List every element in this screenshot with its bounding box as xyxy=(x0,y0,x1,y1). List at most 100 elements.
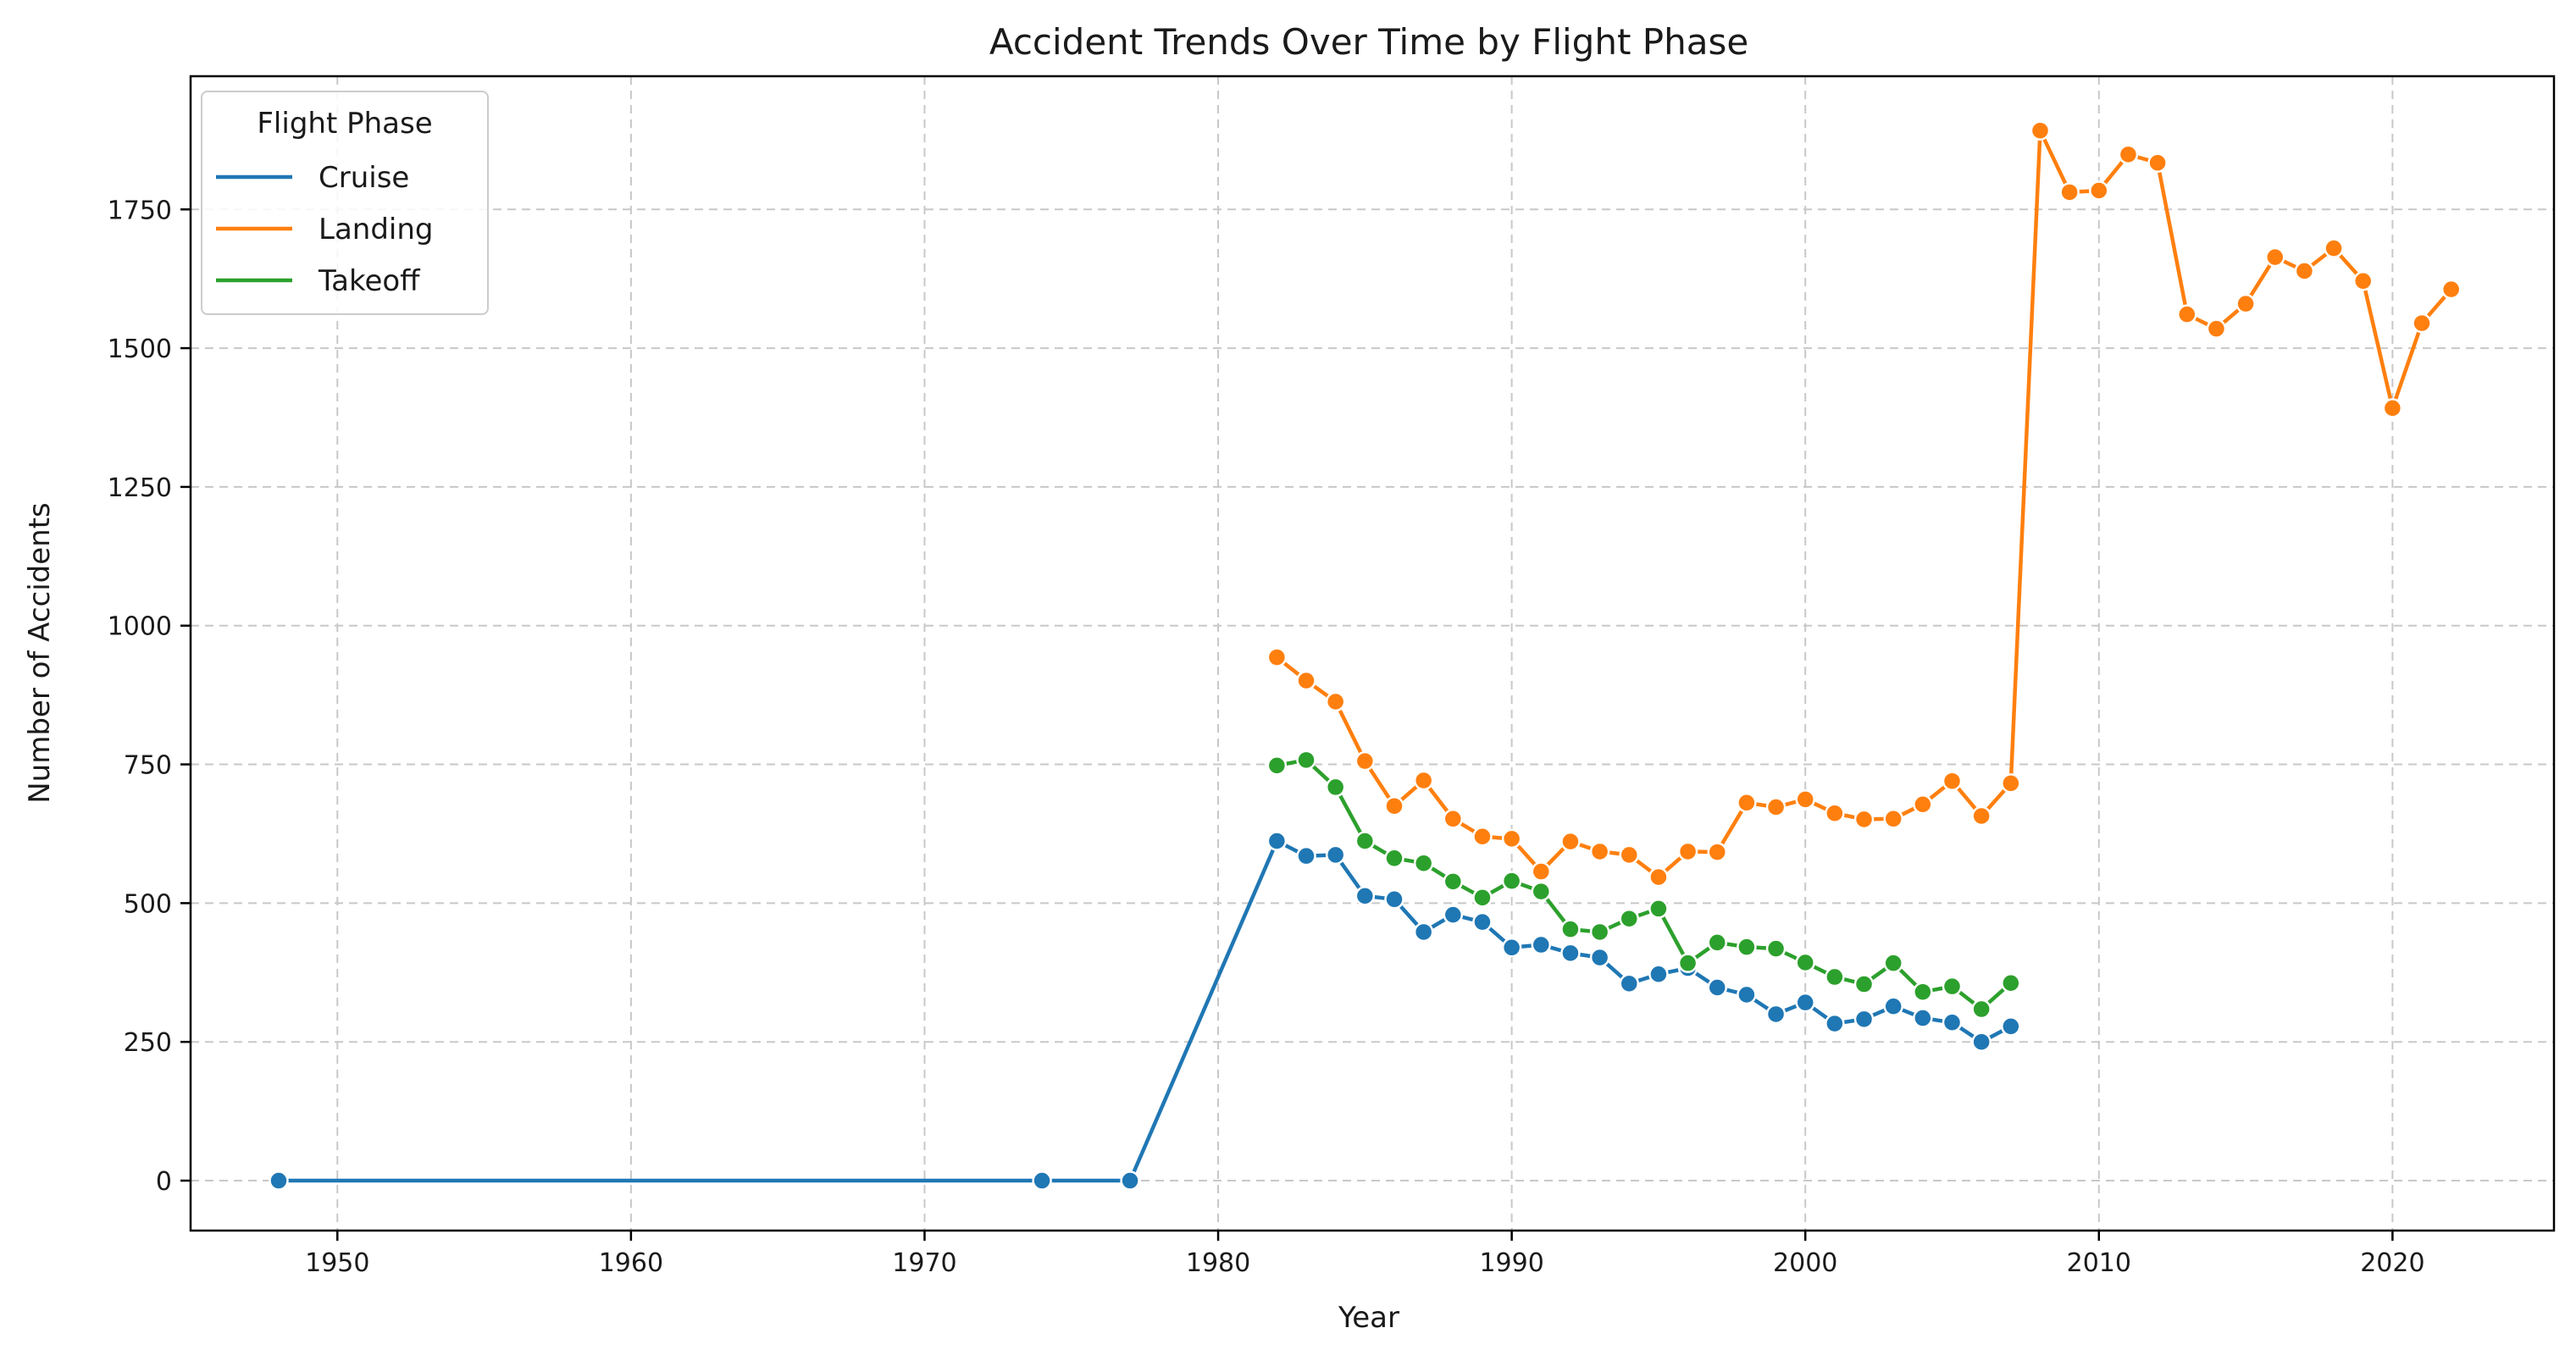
x-tick-label: 1950 xyxy=(305,1248,369,1278)
y-tick-label: 0 xyxy=(156,1167,172,1197)
data-point-landing xyxy=(1589,841,1610,862)
data-point-cruise xyxy=(1384,889,1404,910)
data-point-cruise xyxy=(1531,934,1552,955)
data-point-landing xyxy=(2324,238,2344,258)
data-point-takeoff xyxy=(1619,908,1640,929)
data-point-cruise xyxy=(1501,938,1522,958)
data-point-takeoff xyxy=(1384,848,1404,869)
data-point-takeoff xyxy=(1560,919,1581,939)
data-point-landing xyxy=(1472,826,1493,847)
data-point-cruise xyxy=(1325,844,1346,866)
series-landing xyxy=(1266,120,2462,888)
data-point-landing xyxy=(2206,318,2227,339)
legend-label-takeoff: Takeoff xyxy=(318,264,421,298)
data-point-cruise xyxy=(1589,947,1610,968)
y-tick-label: 250 xyxy=(124,1028,172,1058)
legend-box xyxy=(201,91,489,315)
data-point-landing xyxy=(1354,750,1376,772)
data-point-cruise xyxy=(1707,977,1727,998)
data-point-landing xyxy=(1795,789,1815,810)
data-point-cruise xyxy=(1853,1009,1875,1030)
data-point-landing xyxy=(1913,794,1933,815)
data-point-cruise xyxy=(1266,831,1288,851)
data-point-cruise xyxy=(1648,964,1669,985)
data-point-takeoff xyxy=(1913,982,1933,1002)
data-point-takeoff xyxy=(1971,999,1992,1020)
y-axis-label: Number of Accidents xyxy=(23,502,57,804)
chart-title: Accident Trends Over Time by Flight Phas… xyxy=(989,21,1748,63)
data-point-cruise xyxy=(1971,1032,1992,1052)
data-point-cruise xyxy=(1443,905,1464,925)
data-point-cruise xyxy=(1737,984,1757,1005)
data-point-takeoff xyxy=(1443,871,1464,892)
data-point-landing xyxy=(2177,304,2197,324)
data-point-landing xyxy=(1501,828,1522,849)
data-point-landing xyxy=(2440,279,2462,300)
data-point-takeoff xyxy=(1677,953,1698,973)
y-tick-label: 750 xyxy=(124,751,172,781)
legend-title: Flight Phase xyxy=(257,107,432,141)
x-tick-label: 1960 xyxy=(599,1248,663,1278)
x-tick-label: 1970 xyxy=(892,1248,956,1278)
data-point-landing xyxy=(2382,398,2403,418)
data-point-cruise xyxy=(1825,1013,1845,1034)
y-tick-label: 1750 xyxy=(108,196,172,225)
data-point-takeoff xyxy=(1825,966,1845,988)
data-point-landing xyxy=(1737,793,1757,813)
data-point-cruise xyxy=(1120,1170,1140,1191)
x-tick-label: 1980 xyxy=(1186,1248,1250,1278)
data-point-landing xyxy=(2294,261,2315,281)
data-point-takeoff xyxy=(1942,976,1963,997)
data-point-takeoff xyxy=(1853,974,1875,994)
x-tick-label: 2010 xyxy=(2067,1248,2131,1278)
data-point-takeoff xyxy=(1795,952,1815,973)
data-point-cruise xyxy=(1883,996,1903,1017)
data-point-landing xyxy=(1971,805,1992,827)
data-point-takeoff xyxy=(1589,921,1610,943)
plot-frame xyxy=(189,75,2556,1232)
data-point-landing xyxy=(2118,144,2139,165)
data-point-takeoff xyxy=(1765,938,1787,959)
data-point-landing xyxy=(1677,841,1698,862)
data-point-landing xyxy=(2030,120,2051,141)
data-point-landing xyxy=(1413,770,1434,791)
data-point-landing xyxy=(1384,795,1404,816)
data-point-landing xyxy=(1531,861,1552,882)
x-axis-label: Year xyxy=(1338,1301,1399,1335)
data-point-landing xyxy=(1942,771,1963,791)
data-point-landing xyxy=(2001,773,2021,794)
data-point-takeoff xyxy=(1325,777,1346,798)
data-point-cruise xyxy=(1296,845,1316,866)
series-layer xyxy=(269,120,2462,1191)
data-point-landing xyxy=(1325,691,1346,712)
data-point-cruise xyxy=(1472,911,1493,932)
data-point-landing xyxy=(2412,313,2432,334)
data-point-takeoff xyxy=(1737,937,1757,957)
data-point-landing xyxy=(2089,180,2109,201)
data-point-takeoff xyxy=(1472,888,1493,908)
series-takeoff xyxy=(1266,750,2021,1020)
data-point-landing xyxy=(1619,844,1640,866)
data-point-takeoff xyxy=(1266,755,1288,776)
y-tick-label: 500 xyxy=(124,889,172,919)
y-tick-label: 1250 xyxy=(108,473,172,503)
data-point-landing xyxy=(1560,831,1581,852)
data-point-landing xyxy=(1707,842,1727,862)
data-point-landing xyxy=(2352,271,2374,291)
data-point-landing xyxy=(2147,152,2168,173)
data-point-takeoff xyxy=(1707,932,1727,953)
legend: Flight Phase Cruise Landing Takeoff xyxy=(201,91,489,315)
data-point-cruise xyxy=(1765,1004,1787,1025)
y-tick-label: 1500 xyxy=(108,335,172,364)
data-point-landing xyxy=(1296,670,1316,691)
data-point-takeoff xyxy=(1883,953,1903,973)
data-point-landing xyxy=(1443,809,1464,829)
grid-layer xyxy=(191,76,2554,1231)
data-point-takeoff xyxy=(2001,972,2021,993)
data-point-landing xyxy=(1825,803,1845,823)
data-point-cruise xyxy=(1913,1008,1933,1028)
tick-layer: 1950 1960 1970 1980 1990 2000 2010 2020 0 250 500 7… xyxy=(108,196,2425,1278)
legend-label-cruise: Cruise xyxy=(319,161,409,195)
data-point-landing xyxy=(1853,809,1875,830)
data-point-cruise xyxy=(269,1170,289,1191)
